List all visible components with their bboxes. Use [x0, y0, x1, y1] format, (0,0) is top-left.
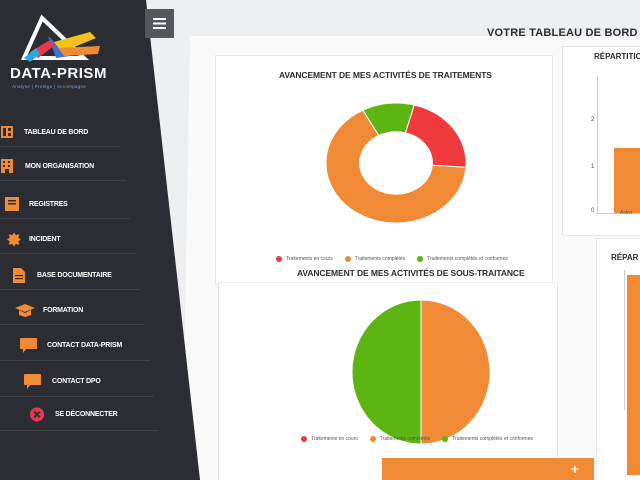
legend-label: Traitements complétés [354, 256, 406, 262]
legend-traitements: Traitements en cours Traitements complét… [276, 256, 520, 262]
sidebar-item-label: TABLEAU DE BORD [24, 128, 89, 136]
legend-dot-red [276, 256, 282, 262]
prism-logo-icon [20, 14, 100, 62]
bar [614, 147, 640, 213]
legend-item: Traitements complétés [344, 256, 406, 262]
x-axis [597, 213, 640, 214]
divider [0, 218, 130, 219]
legend-item: Traitements complétés et conformes [442, 436, 533, 442]
divider [0, 324, 144, 325]
legend-item: Traitements complétés et conformes [417, 256, 508, 262]
chat-icon [20, 337, 37, 353]
legend-sous-traitance: Traitements en cours Traitements complét… [301, 436, 545, 442]
y-axis [624, 270, 625, 410]
sidebar-item-label: INCIDENT [29, 235, 61, 243]
page-title: VOTRE TABLEAU DE BORD [487, 27, 638, 39]
dashboard-icon [0, 125, 14, 139]
y-axis [597, 76, 598, 214]
sidebar-item-label: REGISTRES [29, 200, 68, 208]
legend-label: Traitements complétés [379, 436, 431, 442]
menu-toggle-button[interactable] [145, 9, 174, 38]
card-header-orange [382, 458, 594, 480]
chart-card-traitements [215, 55, 553, 285]
sidebar-item-label: CONTACT DPO [52, 377, 101, 385]
sidebar-item-base-documentaire[interactable]: BASE DOCUMENTAIRE [12, 264, 112, 286]
y-tick-label: 0 [591, 208, 595, 214]
chart-title-repartition: RÉPARTITION [594, 52, 640, 61]
donut-slice-2 [362, 102, 415, 137]
book-icon [5, 197, 19, 211]
divider [0, 180, 126, 181]
chart-title-sous-traitance: AVANCEMENT DE MES ACTIVITÉS DE SOUS-TRAI… [297, 268, 525, 278]
sidebar-item-tableau-de-bord[interactable]: TABLEAU DE BORD [0, 121, 88, 143]
legend-label: Traitements complétés et conformes [452, 436, 533, 442]
building-icon [0, 159, 14, 173]
donut-chart-traitements [325, 102, 467, 224]
sidebar-item-label: BASE DOCUMENTAIRE [37, 271, 112, 279]
divider [0, 430, 158, 431]
add-button[interactable]: + [570, 461, 580, 477]
sidebar: DATA-PRISM Analyse | Protège | Accompagn… [0, 0, 200, 480]
legend-label: Traitements complétés et conformes [427, 256, 508, 262]
divider [0, 289, 140, 290]
sidebar-item-registres[interactable]: REGISTRES [5, 193, 68, 215]
y-tick-label: 1 [591, 164, 595, 170]
legend-item: Traitements en cours [301, 436, 358, 442]
gear-badge-icon [7, 232, 21, 246]
sidebar-item-label: FORMATION [43, 306, 84, 314]
x-tick-label: Activi [620, 210, 632, 216]
legend-label: Traitements en cours [311, 436, 358, 442]
sidebar-item-incident[interactable]: INCIDENT [7, 228, 61, 250]
legend-dot-orange [369, 436, 376, 442]
sidebar-item-formation[interactable]: FORMATION [15, 299, 83, 321]
sidebar-item-label: SE DÉCONNECTER [55, 410, 118, 418]
donut-slice-1 [420, 299, 491, 445]
bar [627, 275, 640, 475]
graduation-cap-icon [15, 303, 35, 317]
logo-tagline: Analyse | Protège | Accompagne [12, 84, 87, 89]
donut-slice-1 [325, 109, 467, 224]
close-circle-icon [30, 407, 44, 421]
legend-dot-red [301, 436, 307, 442]
legend-dot-orange [344, 256, 351, 262]
divider [0, 146, 120, 147]
chat-icon [24, 373, 41, 389]
chart-title-repartition-2: RÉPAR [611, 253, 639, 262]
legend-item: Traitements en cours [276, 256, 333, 262]
divider [0, 360, 150, 361]
sidebar-item-se-deconnecter[interactable]: SE DÉCONNECTER [30, 403, 118, 425]
donut-chart-sous-traitance [351, 299, 491, 445]
donut-slice-2 [351, 299, 422, 445]
sidebar-item-contact-dpo[interactable]: CONTACT DPO [24, 370, 101, 392]
legend-item: Traitements complétés [369, 436, 431, 442]
document-icon [12, 267, 26, 283]
divider [0, 396, 154, 397]
logo-text: DATA-PRISM [10, 65, 107, 82]
legend-dot-green [417, 256, 424, 262]
donut-slice-0 [404, 104, 467, 168]
hamburger-icon [153, 18, 166, 29]
y-tick-label: 2 [591, 117, 595, 123]
legend-dot-green [442, 436, 449, 442]
sidebar-item-label: MON ORGANISATION [25, 162, 95, 170]
divider [0, 253, 136, 254]
sidebar-item-contact-data-prism[interactable]: CONTACT DATA-PRISM [20, 334, 122, 356]
legend-label: Traitements en cours [286, 256, 333, 262]
sidebar-item-label: CONTACT DATA-PRISM [47, 341, 122, 349]
sidebar-item-mon-organisation[interactable]: MON ORGANISATION [0, 155, 94, 177]
chart-title-traitements: AVANCEMENT DE MES ACTIVITÉS DE TRAITEMEN… [279, 70, 492, 80]
